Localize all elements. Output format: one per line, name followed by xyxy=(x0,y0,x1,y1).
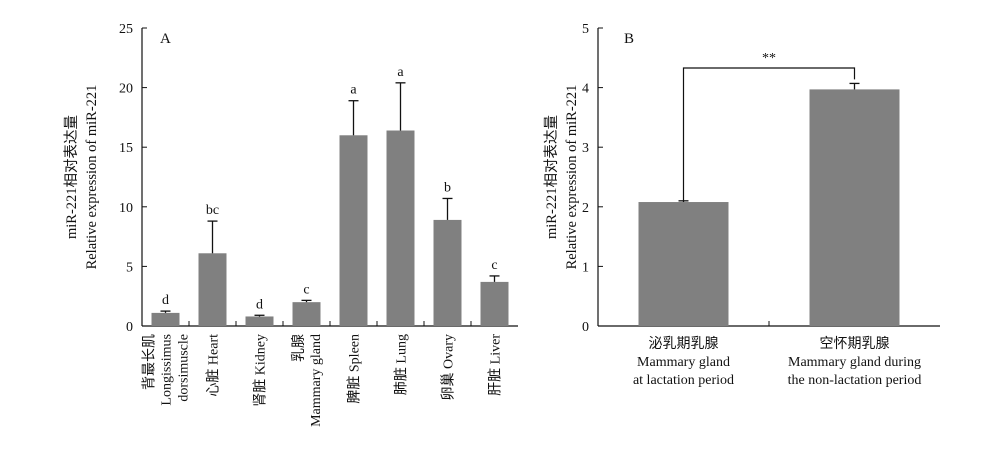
panel-b-y-tick-label: 0 xyxy=(582,320,589,335)
panel-a-bar xyxy=(433,219,462,326)
panel-b-category-label: the non-lactation period xyxy=(788,373,922,388)
panel-a-significance-letter: d xyxy=(256,297,263,312)
panel-a-category-label: 心脏 Heart xyxy=(206,334,222,397)
panel-a-significance-letter: b xyxy=(444,180,451,195)
panel-a-significance-letter: c xyxy=(491,258,497,273)
panel-b-y-axis-title: miR-221相对表达量 xyxy=(543,115,560,239)
panel-a-category-label: 乳腺 xyxy=(291,334,307,362)
panel-a-y-tick-label: 5 xyxy=(126,260,133,275)
panel-a-bar xyxy=(198,253,227,326)
panel-a-significance-letter: a xyxy=(350,83,357,98)
panel-b-bar xyxy=(638,202,729,326)
panel-a-category-label: 背最长肌 xyxy=(142,334,158,390)
panel-a-bar xyxy=(292,302,321,326)
panel-a-significance-letter: a xyxy=(397,65,404,80)
panel-a-category-label: Longissimus xyxy=(160,334,175,406)
panel-b-y-tick-label: 3 xyxy=(582,141,589,156)
panel-b-y-tick-label: 5 xyxy=(582,22,589,37)
panel-a-bar xyxy=(339,135,368,326)
panel-b-category-label: Mammary gland during xyxy=(788,355,921,370)
panel-b-y-tick-label: 1 xyxy=(582,260,589,275)
panel-a-category-label: 肾脏 Kidney xyxy=(253,334,269,407)
panel-a-category-label: 脾脏 Spleen xyxy=(347,334,363,404)
panel-a-bar xyxy=(151,312,180,326)
panel-a-bar xyxy=(245,316,274,326)
panel-a-y-axis-title: Relative expression of miR-221 xyxy=(84,85,100,270)
panel-a-significance-letter: c xyxy=(303,282,309,297)
panel-a-category-label: 肺脏 Lung xyxy=(394,334,410,395)
panel-a-y-tick-label: 25 xyxy=(119,22,133,37)
panel-a-category-label: dorsimuscle xyxy=(177,334,192,402)
panel-b-category-label: 泌乳期乳腺 xyxy=(649,336,719,352)
panel-b-y-axis-title: Relative expression of miR-221 xyxy=(564,85,580,270)
panel-b-y-tick-label: 4 xyxy=(582,82,589,97)
panel-a-category-label: 肝脏 Liver xyxy=(488,334,504,396)
panel-a-y-tick-label: 0 xyxy=(126,320,133,335)
panel-b-y-tick-label: 2 xyxy=(582,201,589,216)
panel-a-y-tick-label: 15 xyxy=(119,141,133,156)
panel-a-y-tick-label: 20 xyxy=(119,82,133,97)
panel-a-y-tick-label: 10 xyxy=(119,201,133,216)
panel-b-category-label: at lactation period xyxy=(633,373,734,388)
panel-b-significance-stars: ** xyxy=(762,51,776,66)
panel-a-category-label: Mammary gland xyxy=(309,334,324,427)
panel-b-bar xyxy=(809,89,900,326)
panel-a-category-label: 卵巢 Ovary xyxy=(441,334,457,401)
panel-b-letter: B xyxy=(624,31,634,47)
panel-b-category-label: Mammary gland xyxy=(637,355,730,370)
panel-a-significance-letter: d xyxy=(162,293,169,308)
panel-a-letter: A xyxy=(160,31,171,47)
panel-b-significance-bracket xyxy=(682,67,856,201)
panel-a-bar xyxy=(386,130,415,326)
panel-a-y-axis-title: miR-221相对表达量 xyxy=(63,115,80,239)
panel-a-bar xyxy=(480,281,509,326)
panel-a-significance-letter: bc xyxy=(206,203,219,218)
panel-b-category-label: 空怀期乳腺 xyxy=(820,336,890,352)
